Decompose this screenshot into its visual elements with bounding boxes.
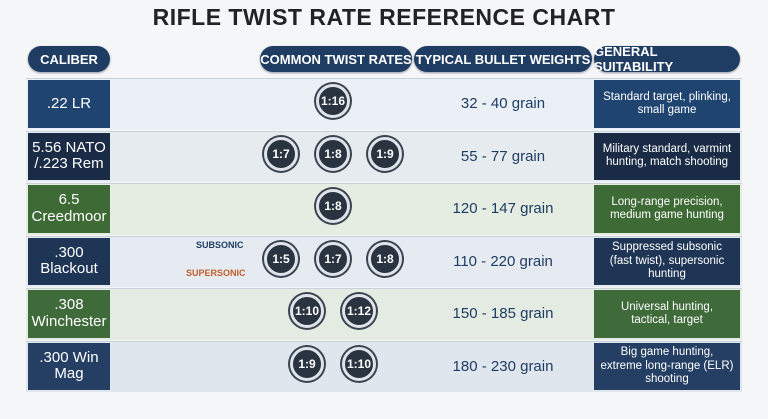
velocity-tag: SUBSONIC (196, 239, 244, 250)
velocity-tag: SUPERSONIC (186, 267, 246, 278)
bullet-weight: 120 - 147 grain (452, 200, 554, 217)
twist-rate-badge: 1:8 (316, 189, 350, 223)
column-header: TYPICAL BULLET WEIGHTS (414, 46, 592, 72)
column-header: CALIBER (28, 46, 110, 72)
caliber-label: .308 Winchester (28, 290, 110, 338)
suitability-label: Big game hunting, extreme long-range (EL… (594, 342, 740, 390)
bullet-weight: 110 - 220 grain (453, 252, 553, 270)
bullet-weight: 55 - 77 grain (460, 147, 546, 165)
bullet-weight: 32 - 40 grain (460, 95, 546, 112)
twist-rate-badge: 1:12 (342, 294, 376, 328)
twist-rate-badge: 1:9 (290, 346, 324, 381)
twist-rate-badge: 1:7 (264, 136, 298, 171)
title: RIFLE TWIST RATE REFERENCE CHART (152, 4, 616, 30)
caliber-label: .300 Win Mag (28, 342, 110, 390)
suitability-label: Suppressed subsonic (fast twist), supers… (594, 237, 740, 285)
suitability-label: Long-range precision, medium game huntin… (594, 185, 740, 233)
caliber-label: .300 Blackout (28, 237, 110, 285)
twist-rate-badge: 1:8 (368, 241, 402, 276)
twist-rate-badge: 1:9 (368, 136, 402, 171)
twist-rate-badge: 1:10 (342, 346, 376, 381)
suitability-label: Standard target, plinking, small game (594, 80, 740, 128)
twist-rate-badge: 1:16 (316, 84, 350, 118)
bullet-weight: 150 - 185 grain (452, 305, 554, 322)
caliber-label: 5.56 NATO /.223 Rem (28, 132, 110, 180)
twist-rate-badge: 1:8 (316, 136, 350, 171)
caliber-label: .22 LR (28, 80, 110, 128)
suitability-label: Military standard, varmint hunting, matc… (594, 132, 740, 180)
bullet-weight: 180 - 230 grain (452, 357, 554, 375)
twist-rate-badge: 1:10 (290, 294, 324, 328)
caliber-label: 6.5 Creedmoor (28, 185, 110, 233)
twist-rate-badge: 1:5 (264, 241, 298, 276)
suitability-label: Universal hunting, tactical, target (594, 290, 740, 338)
column-header: COMMON TWIST RATES (260, 46, 412, 72)
twist-rate-badge: 1:7 (316, 241, 350, 276)
column-header: GENERAL SUITABILITY (594, 44, 740, 74)
